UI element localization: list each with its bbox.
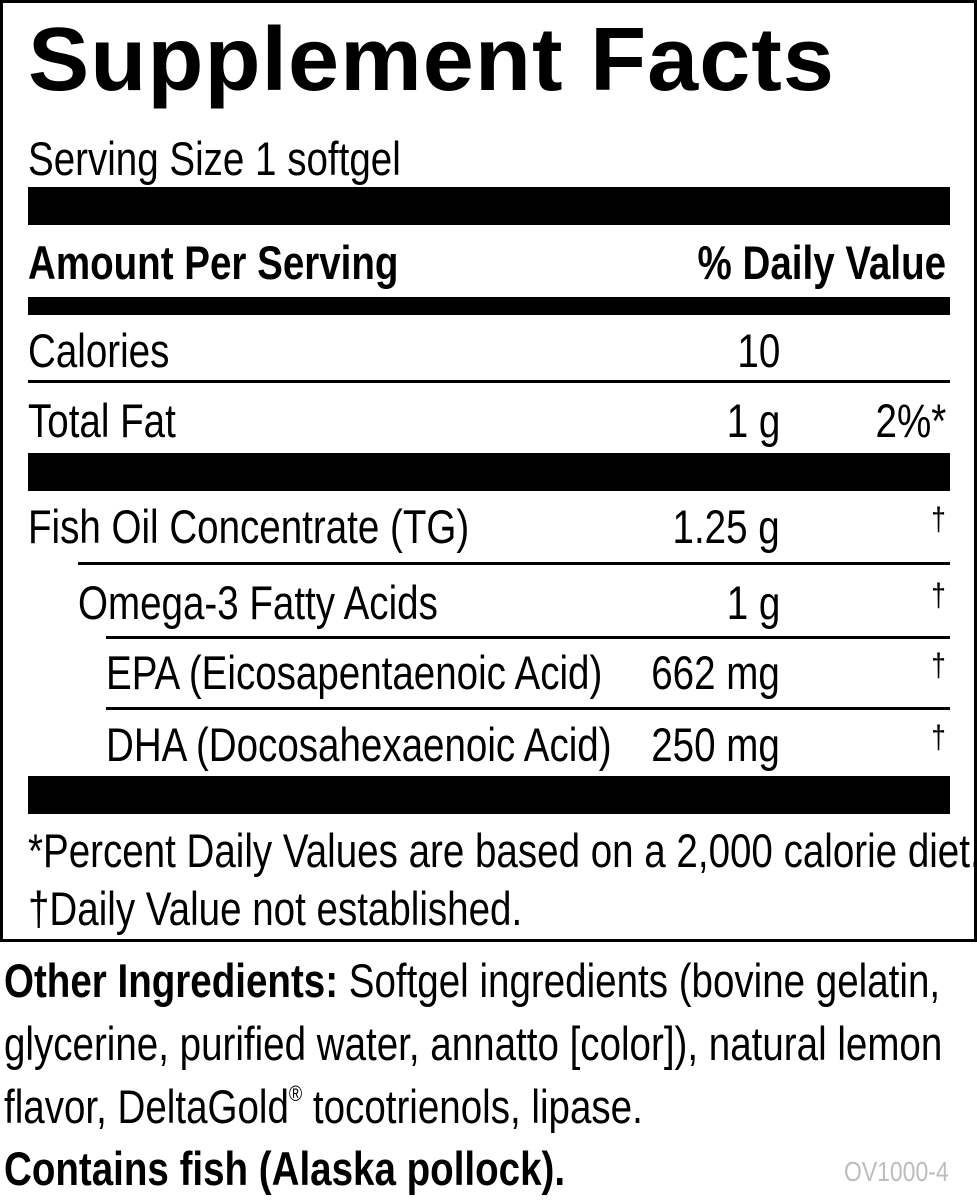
- medium-divider: [28, 297, 950, 315]
- row-fish-oil-amount: 1.25 g: [672, 500, 780, 553]
- row-omega3-amount: 1 g: [726, 576, 780, 629]
- footnote-dagger: †Daily Value not established.: [28, 882, 523, 935]
- product-code: OV1000-4: [844, 1156, 949, 1187]
- row-omega3-dv: †: [931, 577, 946, 613]
- row-dha-dv: †: [931, 719, 946, 755]
- daily-value-header: % Daily Value: [697, 236, 946, 289]
- row-epa-name: EPA (Eicosapentaenoic Acid): [106, 646, 603, 699]
- other-ingredients-line2: glycerine, purified water, annatto [colo…: [4, 1017, 943, 1070]
- footnote-percent: *Percent Daily Values are based on a 2,0…: [28, 824, 977, 877]
- other-ingredients-text: flavor, DeltaGold: [4, 1080, 289, 1133]
- other-ingredients-label: Other Ingredients:: [4, 954, 339, 1007]
- row-omega3-name: Omega-3 Fatty Acids: [78, 576, 438, 629]
- other-ingredients-line1: Other Ingredients: Softgel ingredients (…: [4, 957, 940, 1004]
- thick-divider: [28, 453, 950, 491]
- other-ingredients-text: Softgel ingredients (bovine gelatin,: [338, 954, 941, 1007]
- row-divider: [106, 707, 950, 710]
- registered-mark: ®: [288, 1081, 303, 1106]
- row-epa-dv: †: [931, 647, 946, 683]
- row-calories-amount: 10: [737, 324, 780, 377]
- row-fish-oil-dv: †: [931, 501, 946, 537]
- row-total-fat-dv: 2%*: [875, 394, 946, 447]
- row-dha-name: DHA (Docosahexaenoic Acid): [106, 718, 612, 771]
- allergen-statement: Contains fish (Alaska pollock).: [4, 1142, 566, 1195]
- serving-size: Serving Size 1 softgel: [28, 132, 401, 185]
- row-epa-amount: 662 mg: [651, 646, 780, 699]
- other-ingredients-text: tocotrienols, lipase.: [302, 1080, 643, 1133]
- row-divider: [78, 562, 950, 565]
- row-calories-name: Calories: [28, 324, 170, 377]
- thick-divider: [28, 187, 950, 225]
- amount-per-serving-header: Amount Per Serving: [28, 236, 399, 289]
- row-divider: [106, 636, 950, 639]
- supplement-facts-panel: Supplement Facts Serving Size 1 softgel …: [0, 0, 977, 942]
- row-total-fat-amount: 1 g: [726, 394, 780, 447]
- panel-title: Supplement Facts: [28, 10, 835, 110]
- row-divider: [28, 380, 950, 383]
- row-total-fat-name: Total Fat: [28, 394, 176, 447]
- row-fish-oil-name: Fish Oil Concentrate (TG): [28, 500, 470, 553]
- other-ingredients-line3: flavor, DeltaGold® tocotrienols, lipase.: [4, 1080, 643, 1133]
- thick-divider: [28, 776, 950, 814]
- row-dha-amount: 250 mg: [651, 718, 780, 771]
